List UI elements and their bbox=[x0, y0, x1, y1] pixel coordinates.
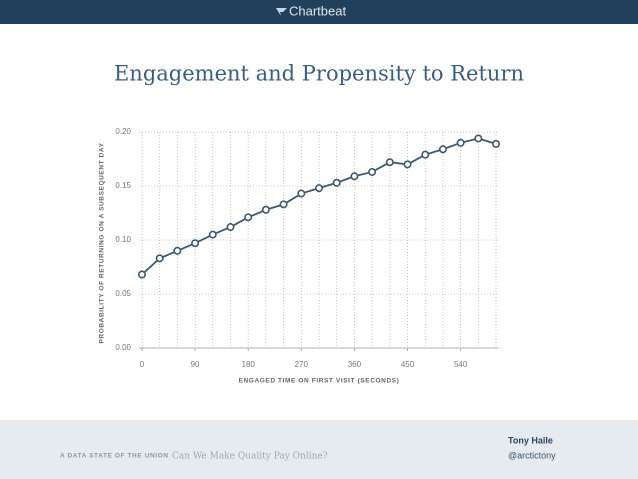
footer-bar bbox=[0, 420, 638, 479]
data-point bbox=[208, 230, 217, 239]
data-point bbox=[279, 200, 288, 209]
y-axis-label: PROBABILITY OF RETURNING ON A SUBSEQUENT… bbox=[99, 142, 106, 343]
footer-subtitle: Can We Make Quality Pay Online? bbox=[172, 452, 328, 462]
y-tick-label: 0.10 bbox=[115, 235, 131, 244]
data-point bbox=[244, 213, 253, 222]
x-tick-label: 540 bbox=[454, 360, 468, 369]
logo-text: Chartbeat bbox=[289, 3, 346, 18]
data-point bbox=[385, 158, 394, 167]
x-tick-label: 180 bbox=[242, 360, 256, 369]
data-point bbox=[155, 254, 164, 263]
y-tick-label: 0.15 bbox=[115, 181, 131, 190]
x-axis-label: ENGAGED TIME ON FIRST VISIT (SECONDS) bbox=[239, 378, 400, 385]
data-point bbox=[368, 167, 377, 176]
data-point bbox=[456, 138, 465, 147]
y-tick-label: 0.00 bbox=[115, 343, 131, 352]
data-point bbox=[438, 145, 447, 154]
x-tick-label: 360 bbox=[348, 360, 362, 369]
author-name: Tony Haile bbox=[508, 435, 553, 445]
header-bar bbox=[0, 0, 638, 24]
x-tick-label: 270 bbox=[295, 360, 309, 369]
logo-icon bbox=[276, 8, 287, 16]
data-point bbox=[492, 139, 501, 148]
data-point bbox=[350, 172, 359, 181]
data-point bbox=[474, 134, 483, 143]
x-tick-label: 450 bbox=[401, 360, 415, 369]
data-point bbox=[191, 239, 200, 248]
data-point bbox=[332, 178, 341, 187]
footer-tagline: A DATA STATE OF THE UNION bbox=[60, 453, 169, 460]
x-tick-label: 0 bbox=[140, 360, 145, 369]
data-point bbox=[137, 270, 146, 279]
data-point bbox=[403, 160, 412, 169]
data-point bbox=[421, 150, 430, 159]
data-point bbox=[173, 246, 182, 255]
data-point bbox=[261, 205, 270, 214]
y-tick-label: 0.20 bbox=[115, 127, 131, 136]
author-handle: @arctictony bbox=[508, 450, 556, 460]
x-tick-label: 90 bbox=[191, 360, 200, 369]
chart-title: Engagement and Propensity to Return bbox=[114, 62, 524, 86]
data-line bbox=[141, 137, 497, 276]
data-point bbox=[314, 184, 323, 193]
plot: 0.00 0.05 0.10 0.15 0.20 0 90 180 270 360 450 540 bbox=[115, 127, 501, 369]
data-point bbox=[297, 189, 306, 198]
y-tick-label: 0.05 bbox=[115, 289, 131, 298]
data-point bbox=[226, 223, 235, 232]
